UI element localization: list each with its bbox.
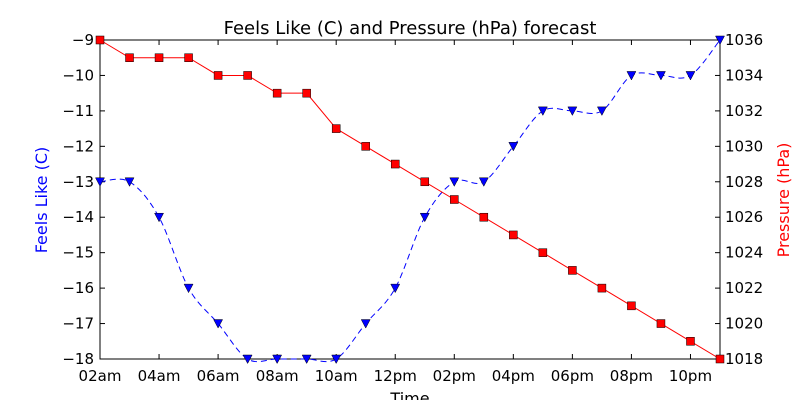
x-tick-label: 08pm — [610, 367, 653, 385]
plot-border — [99, 39, 721, 360]
y-right-tick-label: 1022 — [725, 279, 763, 297]
pressure-point — [627, 301, 636, 311]
feels-like-point — [567, 106, 578, 116]
y-left-tick-label: −13 — [62, 173, 94, 191]
y-left-tick-label: −12 — [62, 137, 94, 155]
y-left-tick-label: −14 — [62, 208, 94, 226]
pressure-point — [154, 53, 164, 62]
feels-like-point — [478, 177, 489, 187]
feels-like-point — [656, 71, 666, 81]
pressure-point — [331, 124, 341, 133]
pressure-point — [243, 71, 252, 80]
x-tick-label: 10pm — [669, 367, 712, 385]
pressure-point — [420, 177, 430, 187]
pressure-point — [95, 35, 105, 45]
x-tick-label: 12pm — [374, 367, 417, 385]
pressure-point — [390, 159, 400, 169]
pressure-point — [361, 142, 370, 151]
y-right-tick-label: 1026 — [725, 208, 763, 226]
y-left-tick-label: −15 — [62, 244, 94, 262]
feels-like-point — [331, 354, 342, 365]
pressure-point — [272, 88, 282, 98]
x-tick-label: 06am — [197, 367, 240, 385]
y-axis-left: −18 −17 −16 −15 −14 −13 −12 −11 −10 −9 — [62, 31, 105, 368]
y-left-tick-label: −18 — [62, 350, 94, 368]
y-left-tick-label: −16 — [62, 279, 94, 297]
x-tick-label: 04am — [138, 367, 181, 385]
pressure-point — [568, 266, 577, 275]
pressure-point — [450, 195, 459, 204]
pressure-series — [95, 35, 725, 364]
feels-like-point — [213, 319, 224, 329]
pressure-point — [184, 53, 193, 62]
y-right-tick-label: 1036 — [725, 31, 763, 49]
feels-like-point — [360, 319, 371, 329]
x-tick-label: 04pm — [492, 367, 535, 385]
x-tick-label: 10am — [315, 367, 358, 385]
feels-like-point — [390, 283, 401, 294]
y-right-tick-label: 1020 — [725, 315, 763, 333]
y-axis-right-label: Pressure (hPa) — [774, 143, 793, 258]
y-left-tick-label: −17 — [62, 315, 94, 333]
x-tick-label: 02am — [79, 367, 122, 385]
y-right-tick-label: 1034 — [725, 66, 763, 84]
y-left-tick-label: −11 — [62, 102, 94, 120]
pressure-point — [479, 212, 489, 222]
feels-like-point — [626, 71, 637, 81]
feels-like-point — [419, 212, 430, 223]
x-axis: 02am 04am 06am 08am 10am 12pm 02pm 04pm 06pm 08pm… — [79, 40, 712, 385]
feels-like-point — [537, 106, 548, 116]
y-left-tick-label: −10 — [62, 66, 94, 84]
y-left-tick-label: −9 — [72, 31, 94, 49]
plot-area — [99, 39, 721, 360]
x-tick-label: 08am — [256, 367, 299, 385]
y-right-tick-label: 1032 — [725, 102, 763, 120]
y-right-tick-label: 1018 — [725, 350, 763, 368]
feels-like-point — [449, 177, 460, 187]
pressure-point — [538, 248, 548, 257]
feels-like-point — [508, 142, 519, 152]
feels-like-point — [95, 177, 105, 187]
series-layer — [95, 35, 725, 365]
feels-like-point — [685, 71, 696, 81]
feels-like-point — [272, 354, 283, 365]
feels-like-point — [124, 177, 135, 187]
feels-like-line — [99, 39, 721, 363]
chart-title: Feels Like (C) and Pressure (hPa) foreca… — [224, 18, 597, 39]
pressure-point — [125, 53, 134, 62]
pressure-point — [597, 283, 607, 293]
pressure-point — [302, 88, 311, 98]
pressure-point — [715, 354, 725, 364]
y-axis-left-label: Feels Like (C) — [32, 147, 51, 254]
x-tick-label: 02pm — [433, 367, 476, 385]
feels-like-series — [95, 35, 725, 365]
feels-like-point — [183, 283, 194, 294]
feels-like-point — [715, 35, 725, 46]
pressure-line — [99, 39, 721, 360]
y-axis-right: 1018 1020 1022 1024 1026 1028 1030 1032 1034 1036 — [715, 31, 763, 368]
feels-like-point — [301, 354, 312, 365]
pressure-point — [656, 319, 666, 328]
pressure-point — [213, 71, 223, 80]
y-right-tick-label: 1030 — [725, 137, 763, 155]
y-right-tick-label: 1028 — [725, 173, 763, 191]
x-tick-label: 06pm — [551, 367, 594, 385]
y-right-tick-label: 1024 — [725, 244, 763, 262]
pressure-point — [686, 337, 695, 346]
x-axis-label: Time — [389, 389, 429, 400]
pressure-point — [509, 230, 518, 240]
feels-like-point — [242, 354, 253, 365]
feels-like-point — [596, 106, 607, 116]
feels-like-point — [154, 212, 164, 223]
